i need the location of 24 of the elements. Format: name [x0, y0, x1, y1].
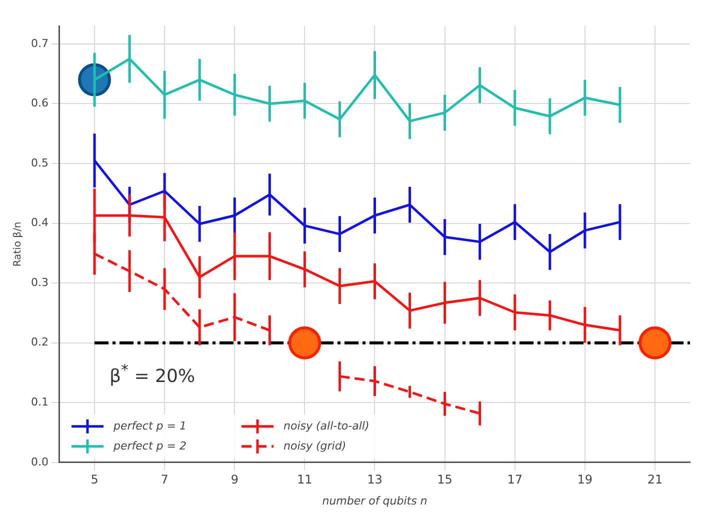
legend-label: noisy (all-to-all): [283, 419, 370, 432]
x-tick-label: 13: [367, 472, 382, 487]
x-tick-label: 19: [577, 472, 593, 487]
y-tick-label: 0.1: [30, 395, 48, 408]
x-tick-label: 11: [297, 472, 312, 487]
y-tick-label: 0.2: [30, 336, 48, 349]
y-tick-label: 0.5: [30, 156, 48, 170]
y-tick-label: 0.4: [30, 216, 48, 230]
x-tick-label: 17: [507, 472, 522, 487]
y-tick-label: 0.6: [30, 96, 48, 110]
y-tick-label: 0.0: [30, 455, 48, 468]
x-axis-title: number of qubits n: [322, 494, 428, 508]
y-tick-label: 0.7: [30, 36, 48, 50]
legend-label: perfect p = 2: [112, 439, 186, 452]
y-axis-title: Ratio β/n: [12, 222, 24, 267]
x-tick-label: 9: [230, 472, 238, 487]
annotation: β$^{*}$ = 20%: [110, 360, 196, 388]
x-tick-label: 5: [90, 472, 98, 487]
y-tick-label: 0.3: [30, 276, 48, 289]
legend-label: perfect p = 1: [112, 419, 186, 432]
x-tick-label: 21: [647, 472, 663, 487]
legend-label: noisy (grid): [283, 439, 346, 452]
x-tick-label: 15: [437, 472, 452, 487]
x-tick-label: 7: [160, 472, 168, 487]
